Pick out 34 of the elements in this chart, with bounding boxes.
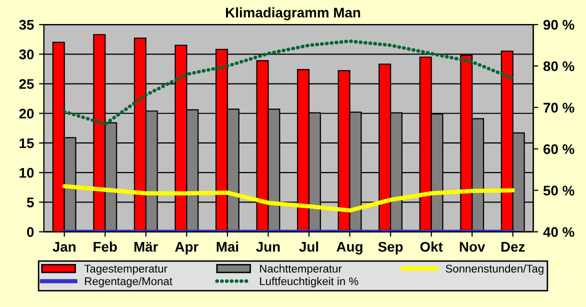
y2-tick-label: 50 %: [543, 186, 574, 196]
x-tick-label: Aug: [336, 242, 362, 254]
y-tick-label: 25: [19, 79, 34, 89]
x-tick-label: Jan: [52, 242, 76, 252]
legend-label: Luftfeuchtigkeit in %: [260, 277, 358, 288]
line-series: [62, 184, 515, 213]
legend-label: Nachttemperatur: [260, 264, 342, 275]
y-tick-label: 0: [27, 227, 34, 237]
x-tick-label: Dez: [501, 242, 525, 252]
x-tick-label: Apr: [175, 242, 198, 254]
y-tick-label: 5: [26, 198, 34, 208]
x-tick-label: Sep: [378, 242, 403, 254]
y2-tick-label: 60 %: [543, 144, 574, 154]
y2-tick-label: 70 %: [544, 102, 574, 113]
x-tick-label: Mai: [216, 242, 238, 252]
x-tick-label: Feb: [94, 242, 117, 252]
legend-label: Sonnenstunden/Tag: [446, 264, 544, 275]
legend-label: Regentage/Monat: [85, 277, 172, 288]
x-tick-label: Okt: [420, 242, 443, 252]
y2-tick-label: 40 %: [543, 227, 574, 237]
x-tick-label: Nov: [460, 242, 486, 252]
legend-label: Tagestemperatur: [84, 264, 168, 275]
x-tick-label: Jul: [299, 242, 318, 252]
y-tick-label: 20: [19, 108, 34, 119]
y-tick-label: 35: [19, 20, 34, 30]
x-tick-label: Mär: [134, 242, 158, 252]
y-tick-label: 15: [20, 138, 34, 148]
y-tick-label: 30: [19, 50, 34, 60]
y2-tick-label: 90 %: [543, 20, 574, 30]
chart-title: Klimadiagramm Man: [226, 7, 360, 20]
line-series: [62, 39, 515, 126]
x-tick-label: Jun: [256, 242, 280, 252]
y2-tick-label: 80 %: [543, 61, 574, 72]
y-tick-label: 10: [20, 168, 34, 178]
